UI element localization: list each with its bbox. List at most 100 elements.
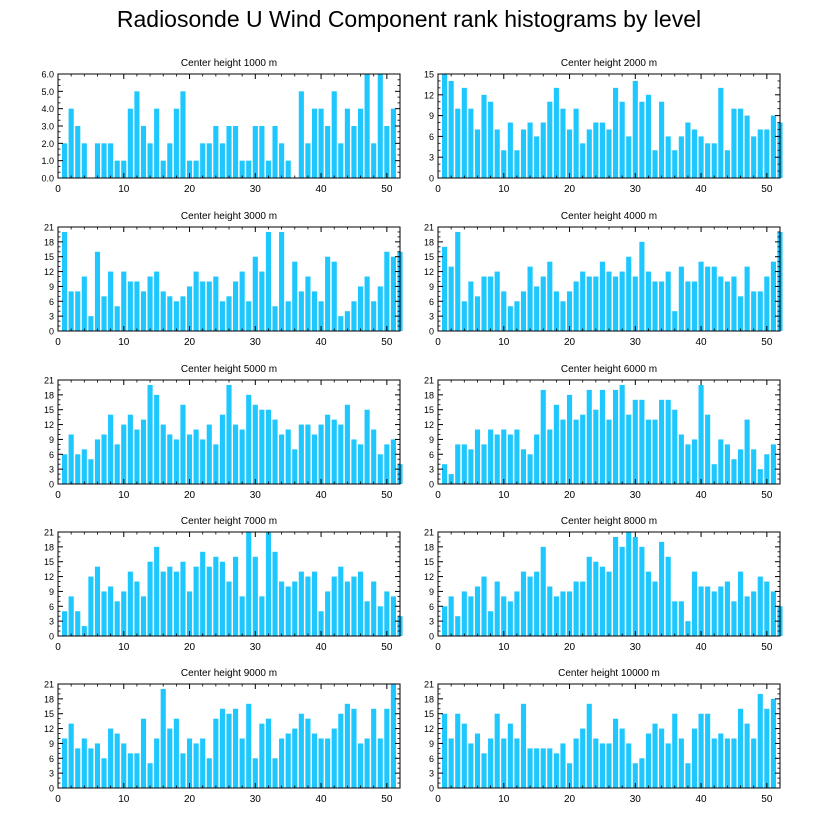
chart-panel-6: Center height 6000 m 0 10 20 30 40 50 0 3 6 9 12 15 1… [424, 364, 781, 501]
histogram-bar [580, 143, 586, 178]
histogram-bar [279, 738, 285, 788]
x-tick-label: 0 [55, 642, 61, 653]
histogram-bar [134, 429, 140, 484]
histogram-bar [285, 429, 291, 484]
histogram-bar [468, 596, 474, 636]
histogram-bar [606, 129, 612, 178]
histogram-bar [481, 276, 487, 331]
histogram-bar [560, 301, 566, 331]
histogram-bar [599, 389, 605, 484]
histogram-bar [173, 301, 179, 331]
histogram-bar [764, 129, 770, 178]
histogram-bar [101, 434, 107, 484]
x-tick-label: 0 [435, 642, 441, 653]
histogram-bar [448, 596, 454, 636]
y-tick-label: 12 [424, 572, 434, 582]
histogram-bar [338, 424, 344, 484]
histogram-bar [311, 291, 318, 331]
x-tick-label: 0 [435, 794, 441, 805]
histogram-bar [540, 546, 546, 636]
histogram-bar [626, 256, 632, 331]
histogram-bar [468, 281, 474, 331]
histogram-bar [534, 136, 540, 178]
y-tick-label: 12 [424, 267, 434, 277]
histogram-bar [613, 718, 619, 788]
x-tick-label: 50 [381, 794, 393, 805]
histogram-bar [279, 434, 285, 484]
y-tick-label: 0 [429, 174, 434, 184]
histogram-bar [121, 160, 127, 178]
y-tick-label: 2.0 [41, 139, 54, 149]
histogram-bar [127, 108, 133, 178]
y-tick-label: 15 [44, 252, 54, 262]
histogram-bar [442, 464, 448, 484]
histogram-bar [685, 122, 691, 178]
histogram-bar [219, 708, 225, 788]
y-tick-label: 12 [44, 267, 54, 277]
histogram-bar [488, 429, 494, 484]
histogram-bar [364, 738, 370, 788]
histogram-bar [645, 733, 652, 788]
histogram-bar [599, 566, 605, 636]
histogram-bar [114, 733, 120, 788]
y-tick-label: 9 [429, 435, 434, 445]
histogram-bar [272, 306, 278, 331]
y-tick-label: 9 [429, 739, 434, 749]
histogram-bar [318, 424, 324, 484]
histogram-bar [200, 551, 206, 636]
y-tick-label: 0 [49, 784, 54, 794]
histogram-bar [75, 126, 81, 178]
histogram-bar [364, 276, 370, 331]
histogram-bar [338, 713, 344, 788]
histogram-bar [272, 126, 278, 178]
histogram-bar [501, 150, 507, 178]
histogram-bar [520, 571, 527, 636]
histogram-bar [481, 753, 487, 788]
y-tick-label: 6 [429, 450, 434, 460]
histogram-bar [672, 150, 678, 178]
histogram-bar [88, 316, 94, 331]
histogram-bar [167, 143, 173, 178]
histogram-bar [108, 143, 114, 178]
histogram-bar [206, 566, 212, 636]
panel-title: Center height 3000 m [181, 211, 277, 222]
histogram-bar [520, 129, 527, 178]
histogram-bar [691, 728, 698, 788]
histogram-bar [593, 276, 599, 331]
histogram-bar [114, 601, 120, 636]
histogram-bar [94, 251, 101, 331]
histogram-bar [344, 311, 350, 331]
histogram-bar [553, 404, 559, 484]
histogram-bar [645, 271, 652, 331]
histogram-bar [488, 738, 494, 788]
x-tick-label: 30 [250, 337, 262, 348]
histogram-bar [331, 261, 337, 331]
histogram-bar [305, 424, 311, 484]
histogram-bar [606, 571, 612, 636]
histogram-bar [632, 536, 638, 636]
histogram-bar [186, 591, 193, 636]
histogram-bar [632, 276, 638, 331]
histogram-bar [186, 286, 193, 331]
histogram-bar [751, 591, 757, 636]
histogram-bar [705, 143, 711, 178]
histogram-bar [711, 266, 717, 331]
histogram-bar [619, 546, 625, 636]
histogram-bar [599, 261, 605, 331]
x-tick-label: 40 [316, 794, 328, 805]
histogram-bar [547, 748, 553, 788]
histogram-bar [580, 581, 586, 636]
histogram-bar [580, 271, 586, 331]
histogram-bar [718, 586, 724, 636]
histogram-bar [527, 748, 533, 788]
histogram-bar [678, 266, 684, 331]
histogram-bar [377, 606, 383, 636]
histogram-bar [88, 576, 94, 636]
histogram-bar [599, 122, 605, 178]
histogram-bar [298, 571, 304, 636]
y-tick-label: 6 [429, 297, 434, 307]
panel-title: Center height 8000 m [561, 516, 657, 527]
histogram-bar [173, 439, 179, 484]
histogram-bar [81, 738, 87, 788]
y-tick-label: 18 [44, 390, 54, 400]
